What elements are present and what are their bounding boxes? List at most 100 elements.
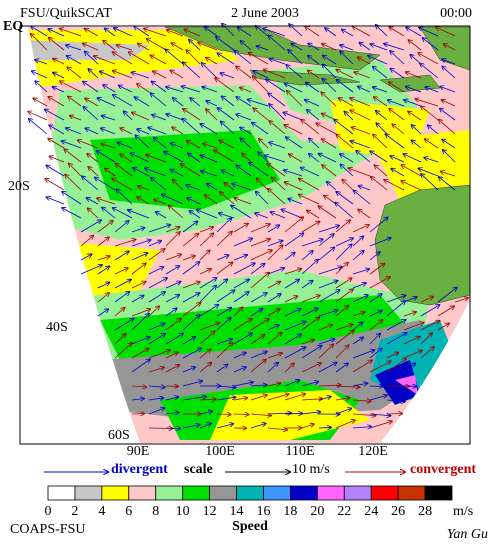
wind-arrow: [318, 281, 338, 289]
wind-arrow: [439, 177, 456, 191]
wind-arrow: [32, 71, 48, 79]
wind-arrow: [171, 43, 184, 51]
wind-arrow: [340, 164, 354, 177]
wind-arrow: [105, 28, 116, 37]
wind-arrow: [182, 348, 201, 359]
wind-arrow: [318, 344, 333, 359]
wind-arrow: [340, 45, 354, 51]
wind-arrow: [301, 251, 313, 261]
wind-arrow: [236, 114, 252, 121]
wind-arrow: [103, 41, 116, 51]
wind-arrow: [131, 337, 150, 345]
lat-label: 40S: [46, 320, 68, 335]
wind-arrow: [335, 306, 348, 317]
title-date: 2 June 2003: [231, 6, 299, 21]
wind-arrow: [358, 209, 371, 219]
wind-arrow: [318, 339, 335, 345]
wind-arrow: [148, 306, 159, 317]
wind-arrow: [151, 178, 167, 191]
title-time: 00:00: [440, 6, 472, 21]
wind-arrow: [101, 128, 116, 135]
wind-arrow: [352, 236, 363, 247]
wind-arrow: [165, 266, 179, 275]
wind-arrow: [352, 383, 368, 387]
wind-arrow: [220, 192, 235, 205]
color-box: [182, 485, 211, 501]
wind-arrow: [250, 359, 266, 373]
wind-arrow: [316, 123, 337, 135]
wind-arrow: [352, 225, 369, 233]
wind-arrow: [408, 111, 422, 121]
wind-arrow: [390, 69, 405, 79]
wind-arrow: [240, 138, 252, 149]
wind-arrow: [350, 110, 371, 121]
wind-arrow: [336, 192, 354, 205]
wind-arrow: [250, 335, 264, 345]
wind-arrow: [250, 352, 267, 359]
wind-arrow: [216, 386, 236, 388]
wind-arrow: [420, 305, 439, 317]
wind-arrow: [189, 40, 201, 51]
wind-arrow: [369, 263, 385, 275]
wind-arrow: [403, 322, 424, 331]
wind-arrow: [335, 203, 354, 219]
wind-arrow: [131, 309, 150, 317]
wind-arrow: [369, 320, 383, 331]
wind-arrow: [88, 69, 99, 79]
wind-arrow: [267, 394, 289, 401]
wind-arrow: [46, 197, 65, 205]
wind-arrow: [216, 290, 235, 303]
wind-arrow: [250, 272, 269, 289]
wind-arrow: [216, 218, 231, 233]
wind-arrow: [281, 209, 303, 219]
wind-arrow: [267, 383, 281, 387]
color-box: [343, 485, 372, 501]
wind-arrow: [199, 269, 211, 275]
wind-arrow: [131, 72, 150, 79]
wind-arrow: [337, 80, 354, 93]
wind-arrow: [60, 81, 82, 93]
wind-arrow: [173, 98, 184, 107]
wind-arrow: [386, 414, 402, 415]
wind-arrow: [301, 239, 323, 247]
wind-arrow: [67, 67, 82, 79]
wind-arrow: [131, 359, 150, 373]
wind-arrow: [301, 346, 322, 359]
wind-arrow: [190, 98, 201, 107]
wind-arrow: [29, 119, 48, 135]
wind-arrow: [53, 72, 65, 79]
wind-arrow: [288, 199, 303, 205]
wind-arrow: [256, 46, 269, 51]
wind-arrow: [216, 343, 233, 359]
wind-arrow: [117, 142, 133, 149]
wind-arrow: [267, 163, 286, 177]
wind-arrow: [80, 254, 92, 261]
wind-arrow: [148, 128, 167, 135]
wind-arrow: [420, 297, 433, 303]
wind-arrow: [150, 55, 167, 65]
wind-arrow: [410, 55, 422, 65]
color-box: [47, 485, 76, 501]
wind-arrow: [335, 408, 351, 415]
footer-left: COAPS-FSU: [10, 522, 85, 537]
wind-arrow: [114, 280, 131, 289]
wind-arrow: [224, 183, 235, 191]
title-left: FSU/QuikSCAT: [20, 6, 112, 21]
wind-arrow: [65, 175, 82, 191]
wind-arrow: [199, 227, 213, 233]
wind-arrow: [250, 414, 271, 416]
wind-arrow: [182, 256, 195, 261]
wind-arrow: [267, 333, 282, 345]
wind-arrow: [385, 134, 405, 149]
wind-arrow: [352, 350, 374, 359]
wind-arrow: [182, 337, 195, 345]
wind-arrow: [199, 423, 211, 429]
wind-arrow: [52, 87, 65, 93]
wind-arrow: [67, 56, 82, 65]
wind-arrow: [113, 208, 133, 219]
wind-arrow: [78, 140, 99, 149]
colorbar-tick-label: 12: [203, 504, 217, 519]
wind-arrow: [97, 221, 113, 233]
wind-arrow: [165, 352, 178, 359]
